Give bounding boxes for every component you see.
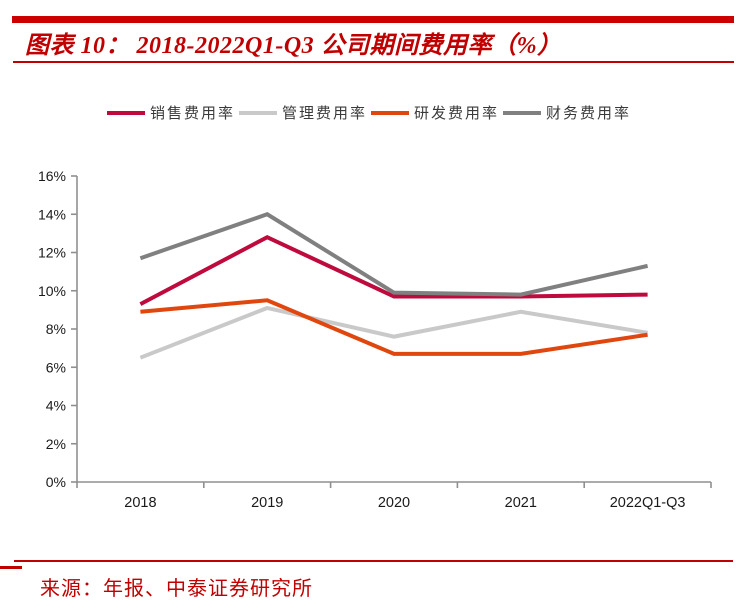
y-tick-label: 14%: [38, 206, 66, 222]
y-tick-label: 12%: [38, 245, 66, 261]
legend-item-finance-expense-ratio: 财务费用率: [503, 102, 631, 123]
x-tick-label: 2022Q1-Q3: [610, 495, 686, 511]
legend-item-rd-expense-ratio: 研发费用率: [371, 102, 499, 123]
y-tick-label: 16%: [38, 168, 66, 184]
title-underline: [13, 61, 734, 63]
legend-label: 研发费用率: [414, 106, 500, 122]
bottom-divider: [14, 560, 733, 562]
legend-swatch-admin-expense-ratio: [238, 110, 277, 115]
y-tick-label: 6%: [46, 359, 66, 375]
chart-title: 图表 10： 2018-2022Q1-Q3 公司期间费用率（%）: [25, 33, 562, 59]
legend-item-admin-expense-ratio: 管理费用率: [238, 102, 367, 123]
legend-label: 财务费用率: [546, 106, 632, 122]
y-tick-label: 2%: [46, 436, 66, 452]
line-chart: 0% 2% 4% 6% 8% 10% 12% 14% 16% 2018 2019 2020 2021 20…: [38, 168, 712, 511]
y-tick-label: 0%: [46, 474, 66, 490]
legend-label: 销售费用率: [149, 106, 235, 122]
x-tick-label: 2018: [124, 495, 156, 511]
source-text: 来源：年报、中泰证券研究所: [40, 578, 313, 600]
legend-swatch-finance-expense-ratio: [503, 110, 542, 115]
top-red-bar: [12, 16, 734, 23]
series-line-admin-expense-ratio: [139, 305, 648, 360]
y-tick-label: 8%: [46, 321, 66, 337]
chart-legend: 销售费用率 管理费用率 研发费用率 财务费用率: [0, 102, 738, 123]
series-line-rd-expense-ratio: [140, 298, 648, 356]
y-tick-label: 10%: [38, 283, 66, 299]
x-tick-label: 2021: [505, 495, 537, 511]
legend-swatch-rd-expense-ratio: [371, 110, 409, 115]
legend-swatch-sales-expense-ratio: [106, 110, 145, 115]
y-tick-label: 4%: [46, 398, 66, 414]
x-tick-label: 2020: [378, 495, 410, 511]
chart-area: 0% 2% 4% 6% 8% 10% 12% 14% 16% 2018 2019 2020 2021 20…: [30, 165, 720, 525]
series-line-sales-expense-ratio: [139, 234, 648, 306]
legend-label: 管理费用率: [281, 106, 367, 122]
bottom-left-dash: [0, 566, 22, 569]
legend-item-sales-expense-ratio: 销售费用率: [106, 102, 235, 123]
series-line-finance-expense-ratio: [139, 212, 649, 297]
x-tick-label: 2019: [251, 495, 283, 511]
